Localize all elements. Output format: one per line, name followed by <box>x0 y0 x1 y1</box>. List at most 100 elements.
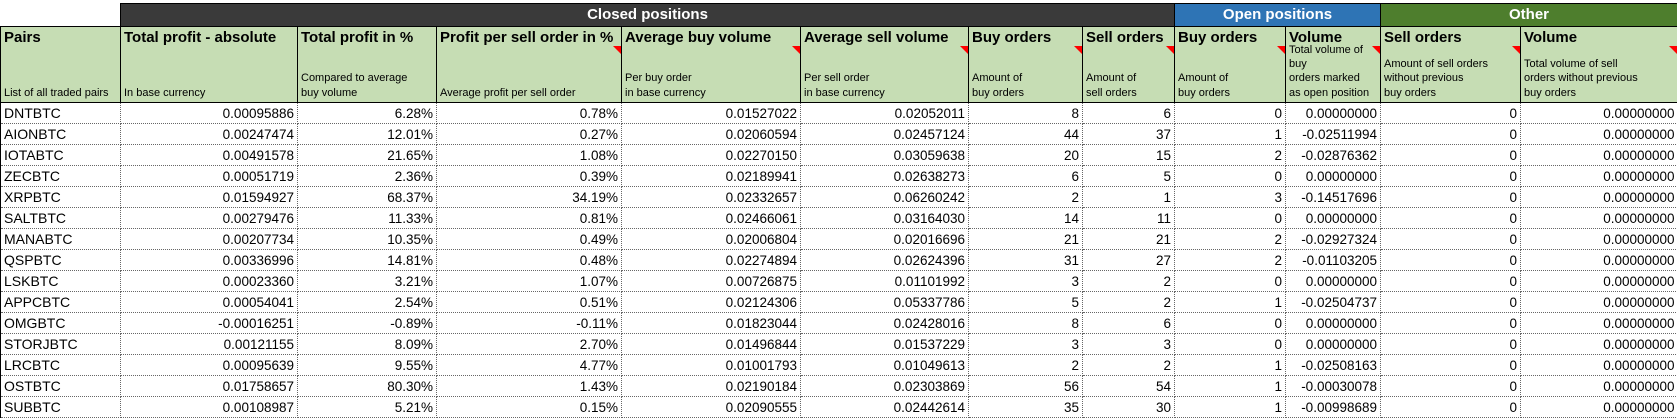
cell[interactable]: 0 <box>1175 313 1286 334</box>
cell[interactable]: 0.02270150 <box>622 145 801 166</box>
cell[interactable]: 0.02442614 <box>801 397 969 418</box>
cell[interactable]: -0.02508163 <box>1286 355 1381 376</box>
cell[interactable]: 0.78% <box>437 103 622 124</box>
cell[interactable]: 15 <box>1083 145 1175 166</box>
pair-cell[interactable]: ZECBTC <box>1 166 121 187</box>
group-header-open-positions[interactable]: Open positions <box>1175 4 1381 27</box>
group-header-closed-positions[interactable]: Closed positions <box>121 4 1175 27</box>
cell[interactable]: 0.00336996 <box>121 250 298 271</box>
cell[interactable]: 0.02332657 <box>622 187 801 208</box>
cell[interactable]: 3.21% <box>298 271 437 292</box>
cell[interactable]: 2.70% <box>437 334 622 355</box>
cell[interactable]: 0.00000000 <box>1521 397 1677 418</box>
cell[interactable]: 0.01823044 <box>622 313 801 334</box>
cell[interactable]: 0.02189941 <box>622 166 801 187</box>
cell[interactable]: 2 <box>1083 355 1175 376</box>
cell[interactable]: 0 <box>1381 145 1521 166</box>
cell[interactable]: 1 <box>1175 355 1286 376</box>
cell[interactable]: 9.55% <box>298 355 437 376</box>
cell[interactable]: 3 <box>969 271 1083 292</box>
cell[interactable]: 0.00000000 <box>1521 229 1677 250</box>
cell[interactable]: 0.01001793 <box>622 355 801 376</box>
cell[interactable]: 2.54% <box>298 292 437 313</box>
cell[interactable]: 0.27% <box>437 124 622 145</box>
cell[interactable]: 0.02457124 <box>801 124 969 145</box>
pair-cell[interactable]: IOTABTC <box>1 145 121 166</box>
cell[interactable]: 1 <box>1083 187 1175 208</box>
cell[interactable]: 3 <box>1083 334 1175 355</box>
cell[interactable]: 0 <box>1381 271 1521 292</box>
cell[interactable]: 21.65% <box>298 145 437 166</box>
pair-cell[interactable]: AIONBTC <box>1 124 121 145</box>
cell[interactable]: 0.39% <box>437 166 622 187</box>
cell[interactable]: 0.02124306 <box>622 292 801 313</box>
cell[interactable]: 1.07% <box>437 271 622 292</box>
cell[interactable]: 2 <box>1175 145 1286 166</box>
cell[interactable]: 0.00000000 <box>1521 145 1677 166</box>
cell[interactable]: 4.77% <box>437 355 622 376</box>
cell[interactable]: 0.00000000 <box>1521 292 1677 313</box>
cell[interactable]: -0.02511994 <box>1286 124 1381 145</box>
cell[interactable]: 0.00054041 <box>121 292 298 313</box>
cell[interactable]: 11.33% <box>298 208 437 229</box>
cell[interactable]: 0.00000000 <box>1521 355 1677 376</box>
cell[interactable]: 0.02624396 <box>801 250 969 271</box>
group-header-other[interactable]: Other <box>1381 4 1677 27</box>
cell[interactable]: 0 <box>1381 376 1521 397</box>
cell[interactable]: 0 <box>1381 124 1521 145</box>
cell[interactable]: 34.19% <box>437 187 622 208</box>
cell[interactable]: 0.00108987 <box>121 397 298 418</box>
cell[interactable]: -0.00030078 <box>1286 376 1381 397</box>
cell[interactable]: 2.36% <box>298 166 437 187</box>
pair-cell[interactable]: OMGBTC <box>1 313 121 334</box>
cell[interactable]: 6.28% <box>298 103 437 124</box>
cell[interactable]: 0 <box>1381 229 1521 250</box>
column-header-3[interactable]: Profit per sell order in %Average profit… <box>437 27 622 103</box>
cell[interactable]: 0 <box>1175 271 1286 292</box>
cell[interactable]: 37 <box>1083 124 1175 145</box>
cell[interactable]: 20 <box>969 145 1083 166</box>
cell[interactable]: 0.01758657 <box>121 376 298 397</box>
cell[interactable]: 0.01537229 <box>801 334 969 355</box>
cell[interactable]: -0.11% <box>437 313 622 334</box>
pair-cell[interactable]: STORJBTC <box>1 334 121 355</box>
cell[interactable]: 0.02274894 <box>622 250 801 271</box>
cell[interactable]: -0.01103205 <box>1286 250 1381 271</box>
cell[interactable]: 0.02303869 <box>801 376 969 397</box>
cell[interactable]: 2 <box>1083 271 1175 292</box>
cell[interactable]: 1 <box>1175 124 1286 145</box>
cell[interactable]: 0 <box>1381 103 1521 124</box>
cell[interactable]: 0.01049613 <box>801 355 969 376</box>
cell[interactable]: 0.00000000 <box>1521 208 1677 229</box>
cell[interactable]: 0 <box>1175 166 1286 187</box>
cell[interactable]: 35 <box>969 397 1083 418</box>
cell[interactable]: 0.00000000 <box>1521 250 1677 271</box>
cell[interactable]: 2 <box>1175 229 1286 250</box>
cell[interactable]: 0.03059638 <box>801 145 969 166</box>
cell[interactable]: 21 <box>969 229 1083 250</box>
cell[interactable]: 0.02016696 <box>801 229 969 250</box>
cell[interactable]: 0 <box>1381 208 1521 229</box>
cell[interactable]: 0.00000000 <box>1286 313 1381 334</box>
cell[interactable]: 0.00000000 <box>1286 166 1381 187</box>
cell[interactable]: 2 <box>969 187 1083 208</box>
cell[interactable]: 1.08% <box>437 145 622 166</box>
cell[interactable]: 0.00000000 <box>1521 334 1677 355</box>
cell[interactable]: -0.00016251 <box>121 313 298 334</box>
cell[interactable]: -0.02927324 <box>1286 229 1381 250</box>
cell[interactable]: 2 <box>969 355 1083 376</box>
cell[interactable]: 0 <box>1175 208 1286 229</box>
cell[interactable]: 0 <box>1381 187 1521 208</box>
cell[interactable]: 0.00000000 <box>1286 103 1381 124</box>
cell[interactable]: 3 <box>969 334 1083 355</box>
cell[interactable]: 0 <box>1381 250 1521 271</box>
cell[interactable]: 2 <box>1175 250 1286 271</box>
cell[interactable]: 0 <box>1381 397 1521 418</box>
cell[interactable]: 12.01% <box>298 124 437 145</box>
cell[interactable]: 68.37% <box>298 187 437 208</box>
cell[interactable]: 0.02190184 <box>622 376 801 397</box>
